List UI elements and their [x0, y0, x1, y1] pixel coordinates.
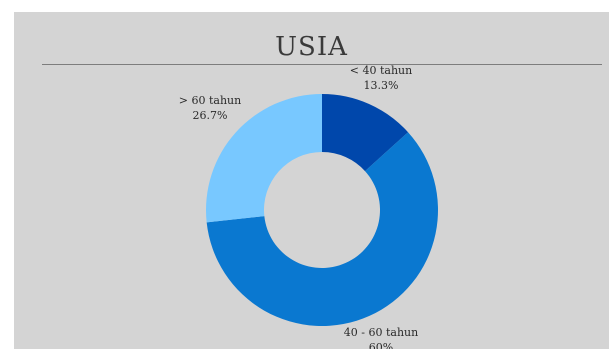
donut-labels: < 40 tahun 13.3% 40 - 60 tahun 60% > 60 tahu…	[179, 64, 418, 349]
title-divider	[42, 64, 602, 65]
slice-category-label: > 60 tahun	[179, 94, 241, 107]
slice-category-label: < 40 tahun	[350, 64, 412, 77]
chart-title: USIA	[275, 32, 348, 62]
donut-slice-1	[322, 94, 409, 172]
slice-value-label: 26.7%	[193, 109, 228, 122]
slide-canvas: USIA < 40 tahun 13.3% 40 - 60 tahun 60% > 60…	[14, 12, 609, 349]
slice-category-label: 40 - 60 tahun	[344, 326, 418, 339]
donut-chart: < 40 tahun 13.3% 40 - 60 tahun 60% > 60 tahu…	[179, 64, 438, 349]
slice-value-label: 13.3%	[364, 79, 399, 92]
slice-value-label: 60%	[369, 341, 393, 349]
donut-slices	[206, 94, 438, 326]
donut-slice-2	[206, 132, 438, 326]
donut-slice-3	[206, 94, 322, 223]
